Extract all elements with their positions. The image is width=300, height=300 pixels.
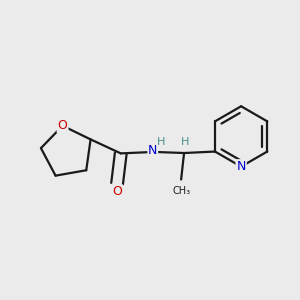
Text: N: N xyxy=(148,144,158,157)
Text: O: O xyxy=(58,119,68,132)
Text: N: N xyxy=(236,160,246,173)
Text: O: O xyxy=(112,185,122,198)
Text: H: H xyxy=(182,137,190,147)
Text: H: H xyxy=(157,136,165,147)
Text: CH₃: CH₃ xyxy=(172,186,190,196)
